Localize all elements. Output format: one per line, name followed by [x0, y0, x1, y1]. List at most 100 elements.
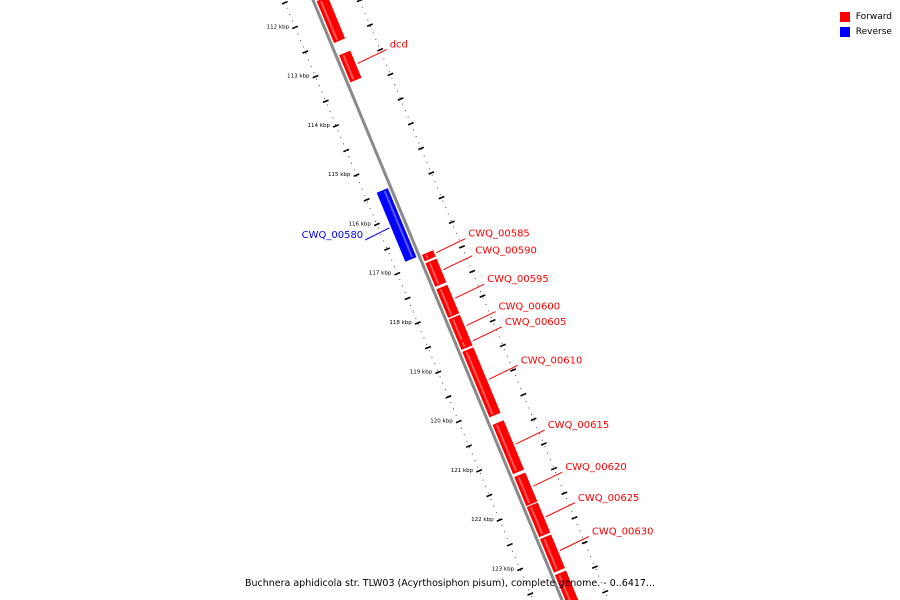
gene-block-cwq_00580[interactable]	[376, 188, 417, 262]
gene-block-cwq_00630[interactable]	[539, 534, 565, 573]
gene-label-cwq_00590[interactable]: CWQ_00590	[475, 246, 537, 257]
tick-mark	[281, 0, 288, 5]
kbp-label: 119 kbp	[410, 369, 433, 375]
tick-mark	[418, 146, 425, 151]
gene-label-cwq_00615[interactable]: CWQ_00615	[548, 420, 610, 431]
kbp-label: 123 kbp	[492, 566, 515, 572]
gene-block-unlabeled-0[interactable]	[316, 0, 346, 43]
genome-caption: Buchnera aphidicola str. TLW03 (Acyrthos…	[244, 578, 656, 589]
gene-label-cwq_00630[interactable]: CWQ_00630	[592, 527, 654, 538]
gene-block-cwq_00610[interactable]	[462, 347, 501, 418]
tick-mark	[530, 417, 537, 422]
legend: Forward Reverse	[839, 9, 892, 39]
gene-highlight	[461, 342, 466, 348]
tick-mark	[373, 222, 380, 227]
gene-block-dcd[interactable]	[339, 50, 362, 83]
gene-label-cwq_00600[interactable]: CWQ_00600	[499, 302, 561, 313]
kbp-label: 118 kbp	[389, 320, 412, 326]
gene-label-cwq_00580[interactable]: CWQ_00580	[302, 230, 364, 241]
tick-mark	[366, 23, 374, 28]
gene-label-cwq_00605[interactable]: CWQ_00605	[505, 317, 567, 328]
gene-label-cwq_00595[interactable]: CWQ_00595	[487, 274, 549, 285]
tick-mark	[550, 466, 558, 471]
gene-block-cwq_00600[interactable]	[448, 314, 470, 343]
gene-label-leader	[488, 364, 519, 380]
tick-mark	[312, 74, 319, 79]
gene-label-cwq_00610[interactable]: CWQ_00610	[521, 355, 583, 366]
legend-item-reverse: Reverse	[839, 24, 892, 39]
tick-mark	[322, 99, 329, 104]
gene-label-leader	[357, 49, 387, 64]
gene-layer	[316, 0, 579, 600]
tick-mark	[404, 296, 411, 301]
kbp-label: 117 kbp	[369, 271, 392, 277]
gene-highlight	[530, 506, 544, 535]
tick-mark	[496, 518, 503, 522]
tick-mark	[435, 370, 442, 375]
tick-mark	[540, 442, 547, 446]
kbp-label: 112 kbp	[267, 24, 290, 30]
kbp-label: 116 kbp	[348, 221, 371, 227]
gene-block-cwq_00590[interactable]	[425, 258, 447, 287]
gene-label-cwq_00585[interactable]: CWQ_00585	[468, 229, 530, 240]
gene-label-leader	[454, 283, 485, 299]
gene-block-cwq_00615[interactable]	[492, 420, 525, 475]
gene-highlight	[320, 0, 339, 41]
tick-mark	[476, 468, 483, 473]
gene-block-cwq_00620[interactable]	[514, 472, 538, 507]
tick-mark	[591, 565, 599, 570]
gene-highlight	[383, 190, 414, 258]
tick-mark	[486, 493, 493, 498]
gene-label-leader	[515, 429, 545, 445]
gene-block-cwq_00605[interactable]	[458, 337, 473, 350]
tick-mark	[469, 269, 476, 274]
tick-mark	[465, 444, 473, 449]
gene-label-cwq_00620[interactable]: CWQ_00620	[565, 462, 627, 473]
gene-highlight	[439, 288, 453, 316]
tick-mark	[561, 491, 568, 496]
legend-item-forward: Forward	[839, 9, 892, 24]
dotted-guide-layer	[286, 0, 610, 600]
tick-mark	[458, 244, 466, 249]
tick-layer	[281, 0, 609, 596]
gene-highlight	[543, 538, 558, 571]
left-dotted-guide	[286, 7, 534, 600]
genome-backbone	[311, 0, 564, 600]
tick-mark	[516, 567, 524, 572]
gene-highlight	[425, 254, 429, 259]
legend-swatch-reverse	[839, 26, 850, 37]
gene-label-leader	[532, 471, 563, 487]
gene-highlight	[495, 424, 518, 472]
gene-block-cwq_00625[interactable]	[526, 502, 551, 538]
gene-highlight	[342, 54, 355, 80]
kbp-label: 121 kbp	[451, 468, 474, 474]
tick-mark	[510, 368, 517, 372]
tick-mark	[438, 195, 445, 200]
tick-mark	[479, 294, 486, 299]
kbp-label: 122 kbp	[471, 517, 494, 523]
gene-label-dcd[interactable]: dcd	[390, 39, 408, 50]
gene-highlight	[428, 262, 440, 285]
tick-mark	[363, 197, 370, 202]
tick-mark	[448, 220, 455, 225]
tick-mark	[377, 47, 384, 52]
gene-label-layer: dcd CWQ_00580 CWQ_00585 CWQ_00590 CWQ_00595 C…	[302, 39, 654, 551]
tick-mark	[489, 318, 496, 323]
gene-block-cwq_00595[interactable]	[436, 284, 460, 318]
gene-label-leader	[443, 255, 473, 271]
gene-block-unlabeled-13[interactable]	[554, 570, 579, 600]
tick-mark	[424, 345, 432, 350]
kbp-label: 114 kbp	[308, 123, 331, 129]
backbone-layer	[311, 0, 564, 600]
tick-mark	[602, 589, 609, 594]
tick-mark	[499, 343, 506, 348]
gene-block-cwq_00585[interactable]	[421, 250, 436, 262]
legend-label-forward: Forward	[855, 11, 892, 22]
gene-label-cwq_00625[interactable]: CWQ_00625	[578, 493, 640, 504]
tick-mark	[353, 173, 360, 178]
tick-mark	[414, 321, 421, 325]
legend-swatch-forward	[839, 11, 850, 22]
gene-highlight	[465, 351, 494, 415]
gene-label-leader	[545, 502, 576, 518]
